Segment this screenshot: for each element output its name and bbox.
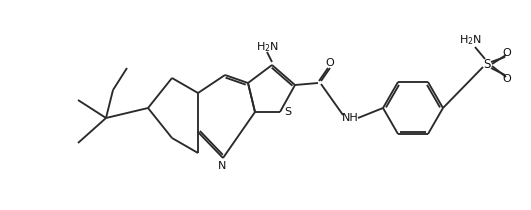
Text: H$_2$N: H$_2$N xyxy=(255,40,278,54)
Text: S: S xyxy=(284,107,291,117)
Text: NH: NH xyxy=(341,113,358,123)
Text: H$_2$N: H$_2$N xyxy=(458,33,482,47)
Text: O: O xyxy=(326,58,335,68)
Text: O: O xyxy=(503,74,511,84)
Text: S: S xyxy=(483,59,491,71)
Text: N: N xyxy=(218,161,226,171)
Text: O: O xyxy=(503,48,511,58)
